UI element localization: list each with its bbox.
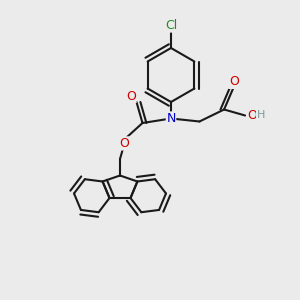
Text: N: N <box>166 112 176 125</box>
Text: O: O <box>229 75 238 88</box>
Text: O: O <box>247 109 256 122</box>
Text: H: H <box>256 110 265 121</box>
Text: O: O <box>120 137 129 150</box>
Text: Cl: Cl <box>165 19 177 32</box>
Text: O: O <box>126 89 136 103</box>
